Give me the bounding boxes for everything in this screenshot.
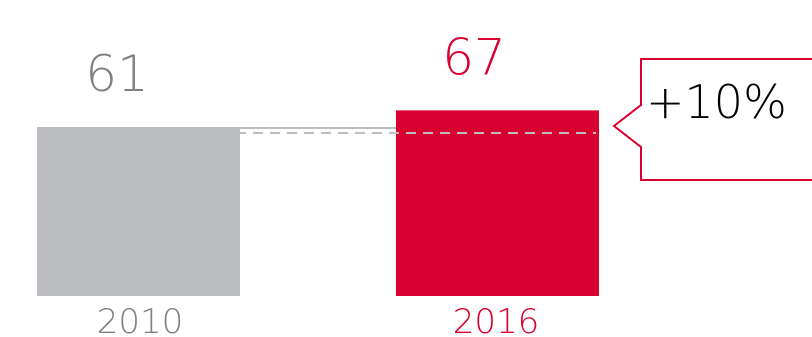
- category-label-2016: 2016: [453, 302, 540, 337]
- value-label-2016: 67: [442, 28, 506, 86]
- bar-2010: [37, 127, 240, 296]
- labels-group: 61 2010 67 2016: [85, 28, 539, 337]
- bars-group: [37, 110, 599, 297]
- callout-shape: [612, 58, 812, 181]
- callout-text: +10%: [646, 75, 787, 129]
- value-label-2010: 61: [85, 45, 149, 103]
- category-label-2010: 2010: [97, 302, 184, 337]
- reference-line-group: [236, 127, 596, 134]
- bar-2016: [396, 110, 599, 297]
- percent-change-callout: +10%: [612, 58, 812, 181]
